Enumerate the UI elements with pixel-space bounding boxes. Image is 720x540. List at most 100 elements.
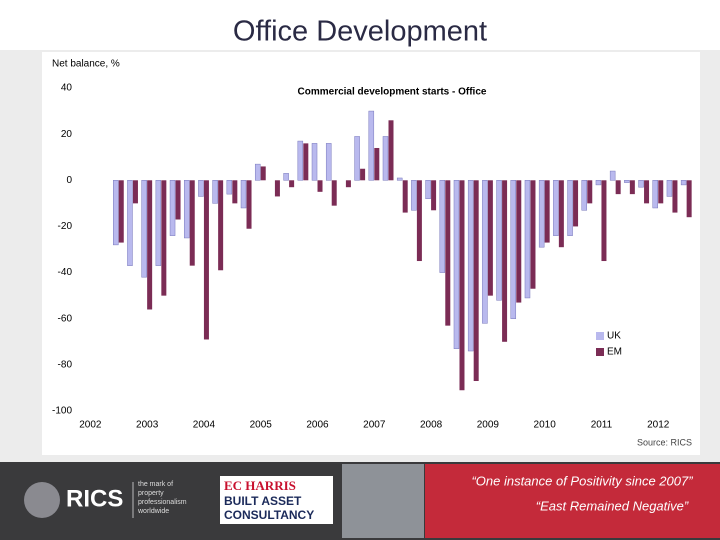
bar — [218, 180, 224, 271]
bar — [283, 173, 289, 181]
echarris-sub: CONSULTANCY — [224, 508, 314, 522]
bar — [325, 143, 332, 181]
bar — [686, 180, 692, 218]
x-tick-label: 2002 — [79, 420, 102, 431]
bar — [595, 180, 602, 186]
chart-title: Commercial development starts - Office — [298, 87, 487, 98]
bar — [510, 180, 517, 319]
bar — [274, 180, 280, 197]
bar — [459, 180, 465, 391]
x-tick-label: 2006 — [306, 420, 329, 431]
bar — [127, 180, 133, 266]
bar — [666, 180, 673, 197]
bar — [189, 180, 195, 266]
bar — [226, 180, 233, 195]
bar — [345, 180, 351, 188]
rics-tagline: professionalism — [138, 499, 187, 506]
bar — [467, 180, 474, 352]
bar — [439, 180, 446, 273]
quote: “One instance of Positivity since 2007” — [471, 473, 693, 488]
bar — [331, 180, 337, 206]
bar — [672, 180, 678, 213]
bar — [402, 180, 408, 213]
x-tick-label: 2003 — [136, 420, 159, 431]
bar — [502, 180, 508, 342]
rics-logo: RICS — [66, 485, 123, 512]
bar — [638, 180, 644, 188]
bar — [453, 180, 460, 349]
echarris-logo — [220, 476, 333, 524]
bar — [368, 110, 375, 181]
bar — [240, 180, 247, 209]
bar — [396, 177, 403, 181]
bar — [487, 180, 493, 296]
bar — [175, 180, 181, 220]
bar — [141, 180, 147, 278]
echarris-sub: BUILT ASSET — [224, 494, 302, 508]
bar — [169, 180, 176, 236]
bar — [581, 180, 588, 211]
bar — [425, 180, 431, 199]
bar — [587, 180, 593, 204]
bar — [624, 180, 630, 183]
x-tick-label: 2004 — [193, 420, 216, 431]
bar — [445, 180, 451, 326]
bar — [155, 180, 162, 266]
y-tick-label: -20 — [58, 221, 73, 232]
bar — [388, 120, 394, 181]
quote-box — [425, 464, 720, 538]
bar — [482, 180, 488, 324]
quote: “East Remained Negative” — [536, 498, 689, 513]
y-tick-label: -40 — [58, 267, 73, 278]
x-tick-label: 2005 — [250, 420, 273, 431]
bar — [658, 180, 664, 204]
y-axis-label: Net balance, % — [52, 59, 120, 70]
bar — [530, 180, 536, 289]
bar — [289, 180, 295, 188]
bar — [260, 166, 266, 181]
x-tick-label: 2007 — [363, 420, 386, 431]
bar — [232, 180, 238, 204]
bar — [680, 180, 687, 186]
bar — [360, 168, 366, 181]
bar — [147, 180, 153, 310]
bar — [538, 180, 545, 248]
bar — [609, 170, 616, 181]
rics-logo-icon — [24, 482, 60, 518]
bar — [183, 180, 190, 239]
y-tick-label: 0 — [66, 175, 72, 186]
bar — [212, 180, 218, 204]
rics-tagline: property — [138, 490, 164, 497]
bar — [567, 180, 573, 236]
bar — [354, 136, 360, 181]
x-tick-label: 2012 — [647, 420, 670, 431]
y-tick-label: -100 — [52, 406, 72, 417]
bar — [629, 180, 635, 195]
title-band — [0, 0, 720, 50]
bar — [317, 180, 323, 192]
bar — [573, 180, 579, 227]
bar — [416, 180, 422, 262]
rics-tagline: the mark of — [138, 481, 173, 488]
bar — [246, 180, 252, 229]
bar — [524, 180, 531, 299]
photo — [342, 464, 424, 538]
bar — [496, 180, 502, 301]
legend-swatch — [596, 332, 604, 340]
echarris-name: EC HARRIS — [224, 478, 296, 493]
x-tick-label: 2009 — [477, 420, 500, 431]
rics-tagline: worldwide — [137, 508, 169, 515]
legend-label: UK — [607, 331, 621, 342]
bar — [161, 180, 167, 296]
bar — [615, 180, 621, 195]
bar — [473, 180, 479, 382]
bar — [411, 180, 417, 211]
x-tick-label: 2011 — [591, 420, 613, 431]
slide-title: Office Development — [233, 16, 487, 48]
bar — [113, 180, 119, 246]
bar — [203, 180, 209, 340]
bar — [297, 140, 304, 181]
bar — [374, 147, 380, 181]
x-tick-label: 2010 — [534, 420, 557, 431]
